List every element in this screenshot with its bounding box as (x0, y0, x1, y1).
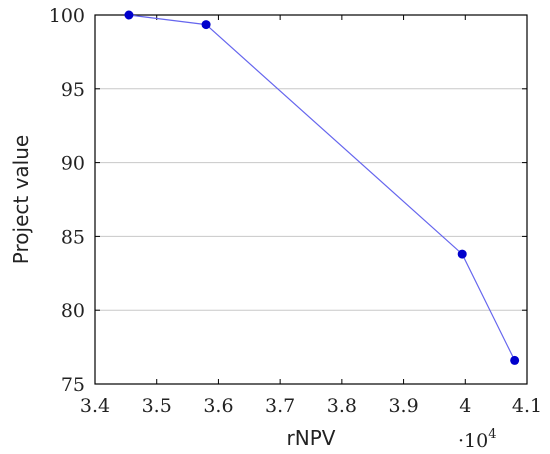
y-axis-label: Project value (9, 135, 33, 264)
x-tick-label: 4.1 (512, 395, 542, 417)
series-line (128, 14, 516, 361)
data-points (124, 10, 520, 365)
x-tick-label: 3.4 (80, 395, 110, 417)
y-tick-label: 80 (61, 300, 85, 322)
x-tick-label: 3.5 (142, 395, 172, 417)
x-tick-label: 4 (459, 395, 471, 417)
grid-lines (95, 14, 527, 385)
x-tick-label: 3.6 (203, 395, 233, 417)
plot-frame (94, 14, 528, 385)
data-point (510, 355, 520, 365)
x-axis-multiplier: ·104 (458, 427, 497, 452)
x-tick-label: 3.8 (327, 395, 357, 417)
y-tick-label: 100 (49, 5, 85, 27)
y-tick-label: 95 (61, 79, 85, 101)
x-axis-multiplier-exponent: 4 (488, 427, 496, 442)
data-point (457, 249, 467, 259)
y-tick-labels: 75 80 85 90 95 100 (49, 5, 85, 396)
data-point (201, 20, 211, 30)
x-tick-labels: 3.4 3.5 3.6 3.7 3.8 3.9 4 4.1 (80, 395, 542, 417)
x-tick-label: 3.7 (265, 395, 295, 417)
x-axis-multiplier-base: ·10 (458, 430, 488, 452)
data-point (124, 10, 134, 20)
x-tick-label: 3.9 (388, 395, 418, 417)
y-tick-label: 90 (61, 153, 85, 175)
y-tick-label: 75 (61, 374, 85, 396)
x-axis-label: rNPV (287, 426, 336, 450)
y-tick-label: 85 (61, 226, 85, 248)
axis-ticks (94, 14, 528, 385)
